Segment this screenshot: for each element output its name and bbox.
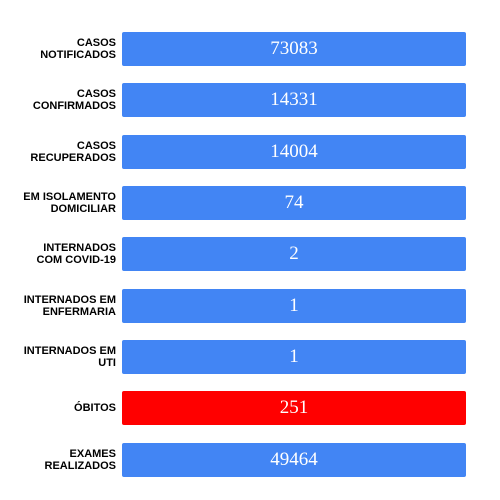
stat-value: 73083 <box>270 38 318 59</box>
stat-value: 1 <box>289 295 299 316</box>
stat-value: 74 <box>284 192 304 213</box>
stat-bar: 74 <box>122 186 466 220</box>
stat-label: CASOS CONFIRMADOS <box>32 88 116 112</box>
stat-label: EM ISOLAMENTO DOMICILIAR <box>23 191 116 215</box>
stat-label: ÓBITOS <box>74 402 116 414</box>
stat-bar: 73083 <box>122 32 466 66</box>
stat-value: 2 <box>289 243 299 264</box>
stat-row-casos-notificados: CASOS NOTIFICADOS 73083 <box>0 32 500 66</box>
stat-label: INTERNADOS EM ENFERMARIA <box>23 294 116 318</box>
stat-row-internados-uti: INTERNADOS EM UTI 1 <box>0 340 500 374</box>
stat-row-casos-recuperados: CASOS RECUPERADOS 14004 <box>0 135 500 169</box>
stat-value: 1 <box>289 346 299 367</box>
stat-row-internados-enfermaria: INTERNADOS EM ENFERMARIA 1 <box>0 289 500 323</box>
stat-row-internados-covid: INTERNADOS COM COVID-19 2 <box>0 237 500 271</box>
stat-row-obitos: ÓBITOS 251 <box>0 391 500 425</box>
stat-label: EXAMES REALIZADOS <box>44 448 117 472</box>
stat-value: 14331 <box>270 89 318 110</box>
stat-bar: 1 <box>122 340 466 374</box>
stat-value: 14004 <box>270 141 318 162</box>
stat-bar: 2 <box>122 237 466 271</box>
stat-bar: 14004 <box>122 135 466 169</box>
stat-row-casos-confirmados: CASOS CONFIRMADOS 14331 <box>0 83 500 117</box>
stat-bar: 14331 <box>122 83 466 117</box>
stat-bar: 251 <box>122 391 466 425</box>
stat-row-exames-realizados: EXAMES REALIZADOS 49464 <box>0 443 500 477</box>
stat-label: INTERNADOS COM COVID-19 <box>36 242 116 266</box>
stat-value: 49464 <box>270 449 318 470</box>
stat-row-isolamento-domiciliar: EM ISOLAMENTO DOMICILIAR 74 <box>0 186 500 220</box>
stat-label: INTERNADOS EM UTI <box>23 345 116 369</box>
stat-bar: 49464 <box>122 443 466 477</box>
stat-label: CASOS RECUPERADOS <box>30 140 116 164</box>
stat-bar: 1 <box>122 289 466 323</box>
stat-value: 251 <box>279 397 309 418</box>
stat-label: CASOS NOTIFICADOS <box>40 37 116 61</box>
